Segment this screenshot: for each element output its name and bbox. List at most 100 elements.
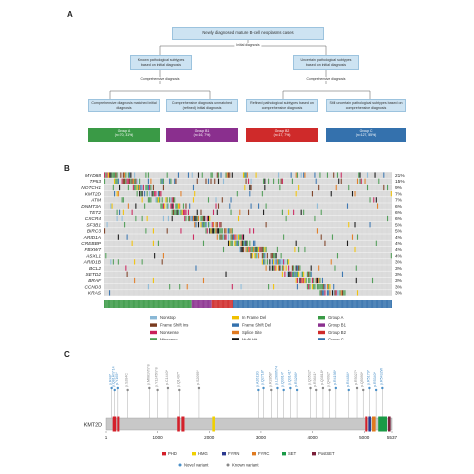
gene-percent: 3% [395, 260, 403, 266]
gene-percent: 3% [395, 291, 403, 297]
mutation-cell [207, 222, 210, 228]
mutation-cell [256, 253, 258, 259]
mutation-cell [161, 203, 163, 209]
mutation-cell [155, 197, 157, 203]
mutation-cell [177, 172, 180, 178]
variant-head [368, 386, 371, 390]
mutation-cell [375, 197, 377, 203]
mutation-cell [180, 209, 182, 215]
mutation-cell [248, 246, 250, 253]
mutation-cell [309, 284, 311, 290]
mutation-cell [174, 178, 176, 184]
variant-legend-label: Known variant [232, 463, 259, 468]
mutation-cell [150, 178, 152, 184]
mutation-cell [270, 253, 272, 259]
mutation-cell [134, 277, 136, 284]
mutation-cell [374, 172, 376, 178]
mutation-cell [335, 290, 337, 296]
gene-percent: 3% [395, 278, 403, 284]
axis-tick-label: 5537 [387, 435, 398, 440]
mutation-cell [211, 222, 213, 228]
mutation-cell [340, 178, 342, 184]
mutation-cell [140, 191, 142, 197]
mutation-cell [259, 246, 261, 253]
gene-percent: 21% [395, 173, 405, 179]
mutation-cell [221, 234, 223, 240]
variant-label: p.R5179* [366, 369, 370, 385]
mutation-cell [194, 191, 196, 197]
variant-legend-label: Novel variant [184, 463, 209, 468]
mutation-cell [320, 290, 322, 296]
mutation-cell [202, 222, 205, 228]
mutation-cell [216, 209, 218, 215]
mutation-cell [230, 240, 232, 246]
mutation-cell [314, 284, 316, 290]
mutation-cell [207, 215, 210, 222]
legend-label: Nonsense [160, 330, 180, 335]
mutation-cell [309, 277, 311, 284]
mutation-cell [386, 215, 389, 222]
mutation-cell [280, 259, 282, 265]
mutation-cell [157, 197, 159, 203]
mutation-cell [242, 234, 245, 240]
domain-legend-label: SET [288, 451, 297, 456]
variant-label: p.Q1497* [176, 371, 180, 387]
mutation-cell [195, 215, 197, 222]
mutation-cell [290, 271, 292, 277]
gene-label: CXCR4 [85, 216, 102, 222]
mutation-cell [376, 203, 379, 209]
mutation-cell [134, 178, 136, 184]
mutation-cell [264, 246, 266, 253]
variant-head [126, 388, 129, 392]
mutation-cell [225, 228, 227, 234]
mutation-cell [231, 240, 233, 246]
mutation-cell [296, 271, 298, 277]
mutation-cell [220, 234, 222, 240]
mutation-cell [275, 265, 277, 271]
mutation-cell [276, 246, 278, 253]
mutation-cell [308, 284, 310, 290]
group-b2-detail: (n=17, 7%) [273, 133, 291, 137]
mutation-cell [280, 178, 282, 184]
mutation-cell [137, 184, 139, 191]
mutation-cell [119, 209, 121, 215]
mutation-cell [274, 259, 276, 265]
mutation-cell [245, 246, 247, 253]
mutation-cell [190, 215, 192, 222]
mutation-cell [390, 253, 392, 259]
mutation-cell [181, 209, 183, 215]
mutation-cell [319, 277, 321, 284]
mutation-cell [179, 203, 181, 209]
variant-label: p.R5027* [354, 369, 358, 385]
mutation-cell [245, 172, 247, 178]
group-a-bar: Group A (n=70, 31%) [88, 128, 160, 142]
mutation-cell [162, 184, 164, 191]
mutation-cell [172, 209, 174, 215]
mutation-cell [250, 203, 252, 209]
variant-label: p.S284C [125, 373, 129, 387]
mutation-cell [321, 290, 324, 296]
mutation-cell [217, 228, 220, 234]
mutation-cell [230, 228, 232, 234]
mutation-cell [185, 203, 187, 209]
gene-label: KRAS [88, 291, 102, 297]
gene-label: BCL2 [89, 266, 101, 272]
domain-PHD [365, 416, 368, 432]
mutation-cell [255, 246, 257, 253]
domain-legend-label: PHD [168, 451, 177, 456]
mutation-cell [343, 290, 345, 296]
mutation-cell [172, 197, 174, 203]
mutation-cell [261, 191, 263, 197]
mutation-cell [276, 259, 278, 265]
mutation-cell [288, 259, 290, 265]
mutation-cell [182, 209, 185, 215]
mutation-cell [162, 215, 164, 222]
mutation-cell [175, 178, 177, 184]
gene-percent: 6% [395, 216, 403, 222]
mutation-cell [192, 197, 195, 203]
mutation-cell [338, 290, 340, 296]
mutation-cell [120, 172, 122, 178]
mutation-cell [187, 215, 190, 222]
mutation-cell [149, 197, 151, 203]
mutation-cell [177, 203, 180, 209]
